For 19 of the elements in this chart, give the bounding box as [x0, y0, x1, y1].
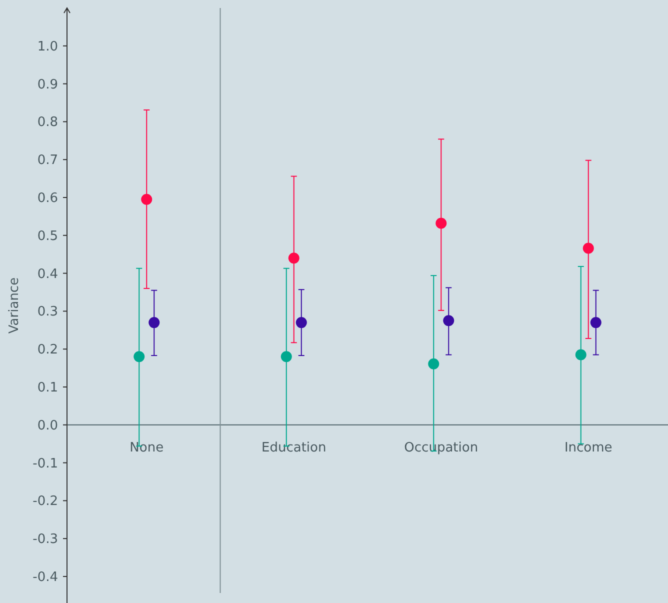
y-tick-label: 0.2: [37, 342, 58, 358]
x-tick-label: Income: [564, 440, 612, 456]
y-tick-label: 0.5: [37, 228, 58, 244]
y-tick-label: 0.7: [37, 153, 58, 168]
y-tick-label: -0.1: [32, 456, 58, 472]
y-tick-label: 1.0: [37, 39, 58, 54]
y-tick-label: -0.4: [32, 570, 58, 586]
y-tick-label: 0.9: [37, 77, 58, 92]
y-tick-label: 0.6: [37, 191, 58, 206]
x-tick-label: Education: [262, 440, 326, 456]
y-tick-label: -0.3: [32, 532, 58, 548]
y-tick-label: 0.3: [37, 304, 58, 320]
y-tick-label: -0.2: [32, 494, 58, 510]
y-axis-title: Variance: [7, 277, 22, 334]
y-tick-label: 0.1: [37, 380, 58, 396]
y-tick-label: 0.8: [37, 115, 58, 130]
y-tick-label: 0.4: [37, 266, 58, 282]
y-tick-label: 0.0: [37, 418, 58, 434]
x-tick-label: None: [130, 440, 164, 456]
